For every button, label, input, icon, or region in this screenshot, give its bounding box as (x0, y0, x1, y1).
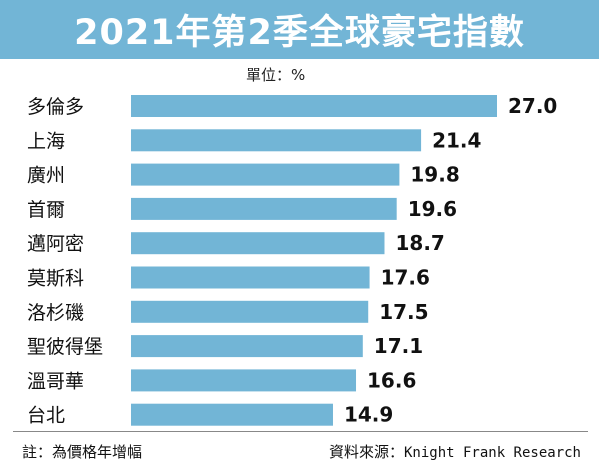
category-label: 莫斯科 (27, 268, 84, 290)
unit-label: 單位：% (246, 66, 306, 84)
title-bar: 2021年第2季全球豪宅指數 (0, 0, 599, 59)
bar (131, 129, 422, 152)
value-label: 18.7 (395, 231, 444, 255)
bar (131, 197, 397, 220)
value-label: 14.9 (344, 403, 393, 427)
bar (131, 232, 385, 255)
value-label: 19.8 (410, 163, 459, 187)
category-label: 多倫多 (27, 96, 84, 118)
footer-divider (13, 431, 588, 432)
bar-chart: 多倫多 27.0 上海 21.4 廣州 19.8 首爾 19.6 邁阿密 18.7 莫斯科 17.6 洛… (27, 94, 557, 427)
chart-title: 2021年第2季全球豪宅指數 (74, 13, 525, 53)
source-credit: 資料來源：Knight Frank Research (329, 441, 581, 462)
bar (131, 95, 497, 117)
category-label: 溫哥華 (27, 370, 84, 392)
bar (131, 300, 369, 323)
value-label: 21.4 (432, 128, 481, 152)
category-label: 邁阿密 (27, 233, 84, 255)
value-label: 17.6 (381, 266, 430, 290)
category-label: 上海 (27, 130, 65, 152)
source-label: 資料來源： (328, 443, 404, 461)
bar (131, 266, 370, 289)
category-label: 台北 (27, 405, 65, 427)
footnote: 註：為價格年增幅 (22, 443, 143, 461)
bar (131, 335, 363, 358)
category-label: 廣州 (27, 165, 65, 187)
value-label: 17.1 (374, 334, 423, 358)
bar (131, 163, 400, 186)
category-label: 首爾 (27, 199, 65, 221)
bar (131, 403, 333, 426)
value-label: 27.0 (508, 94, 557, 118)
bar (131, 369, 357, 392)
source-name: Knight Frank Research (403, 445, 581, 461)
value-label: 17.5 (379, 300, 428, 324)
value-label: 19.6 (408, 197, 457, 221)
category-label: 洛杉磯 (27, 302, 84, 324)
value-label: 16.6 (367, 368, 416, 392)
category-label: 聖彼得堡 (27, 336, 103, 358)
